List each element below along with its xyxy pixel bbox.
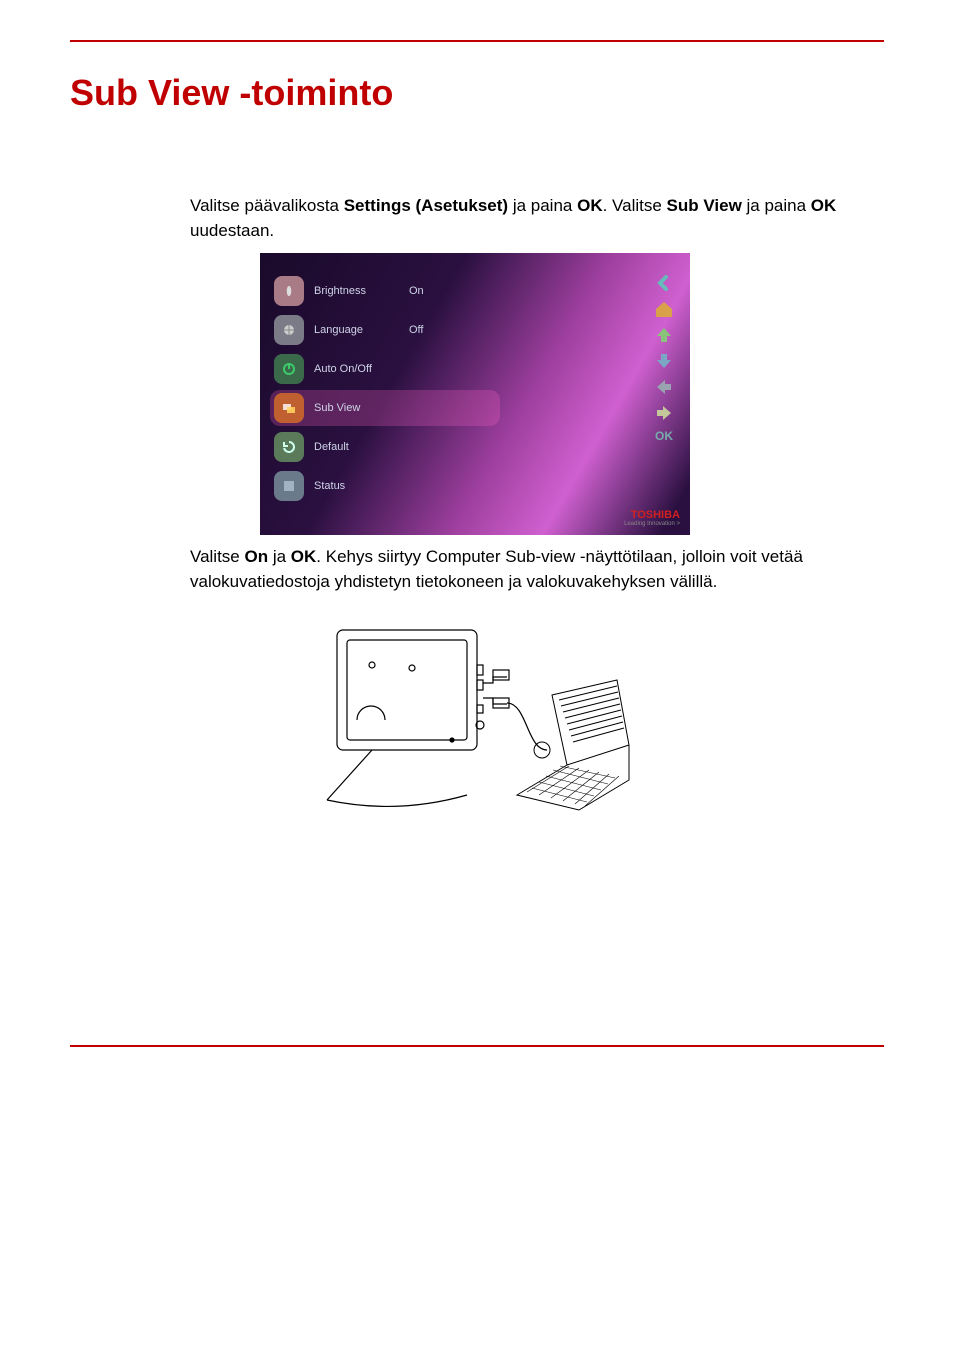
status-icon (274, 471, 304, 501)
menu-item-default: Default (270, 429, 500, 465)
menu-label: Brightness (314, 285, 409, 297)
brand-text: TOSHIBA (631, 509, 680, 521)
menu-value: Off (409, 324, 423, 336)
settings-label: Settings (Asetukset) (344, 196, 508, 215)
paragraph-2: Valitse On ja OK. Kehys siirtyy Computer… (190, 545, 844, 594)
back-icon (652, 271, 676, 295)
menu-label: Auto On/Off (314, 363, 409, 375)
ok-label: OK (291, 547, 317, 566)
brightness-icon (274, 276, 304, 306)
ok-icon: OK (655, 429, 673, 443)
text: Valitse päävalikosta (190, 196, 344, 215)
right-icon (652, 401, 676, 425)
text: Valitse (190, 547, 245, 566)
power-icon (274, 354, 304, 384)
paragraph-1: Valitse päävalikosta Settings (Asetukset… (190, 194, 844, 243)
text: ja (268, 547, 291, 566)
text: uudestaan. (190, 221, 274, 240)
down-icon (652, 349, 676, 373)
menu-label: Language (314, 324, 409, 336)
language-icon (274, 315, 304, 345)
left-icon (652, 375, 676, 399)
nav-icons: OK (650, 271, 678, 443)
up-icon (652, 323, 676, 347)
ok-label: OK (811, 196, 837, 215)
settings-screenshot: Brightness On Language Off Auto On/Off S… (260, 253, 690, 535)
home-icon (652, 297, 676, 321)
menu-label: Status (314, 480, 409, 492)
settings-menu: Brightness On Language Off Auto On/Off S… (270, 273, 500, 507)
menu-value: On (409, 285, 424, 297)
brand-tagline: Leading Innovation > (624, 521, 680, 527)
menu-item-subview: Sub View (270, 390, 500, 426)
menu-label: Default (314, 441, 409, 453)
menu-item-brightness: Brightness On (270, 273, 500, 309)
menu-item-status: Status (270, 468, 500, 504)
text: ja paina (742, 196, 811, 215)
menu-item-language: Language Off (270, 312, 500, 348)
brand-logo: TOSHIBA Leading Innovation > (624, 509, 680, 527)
bottom-rule (70, 1045, 884, 1047)
text: . Valitse (603, 196, 667, 215)
menu-label: Sub View (314, 402, 409, 414)
subview-icon (274, 393, 304, 423)
subview-label: Sub View (667, 196, 742, 215)
on-label: On (245, 547, 269, 566)
top-rule (70, 40, 884, 42)
connection-diagram (317, 610, 637, 825)
page-title: Sub View -toiminto (70, 72, 884, 114)
ok-label: OK (577, 196, 603, 215)
menu-item-auto: Auto On/Off (270, 351, 500, 387)
text: ja paina (508, 196, 577, 215)
default-icon (274, 432, 304, 462)
